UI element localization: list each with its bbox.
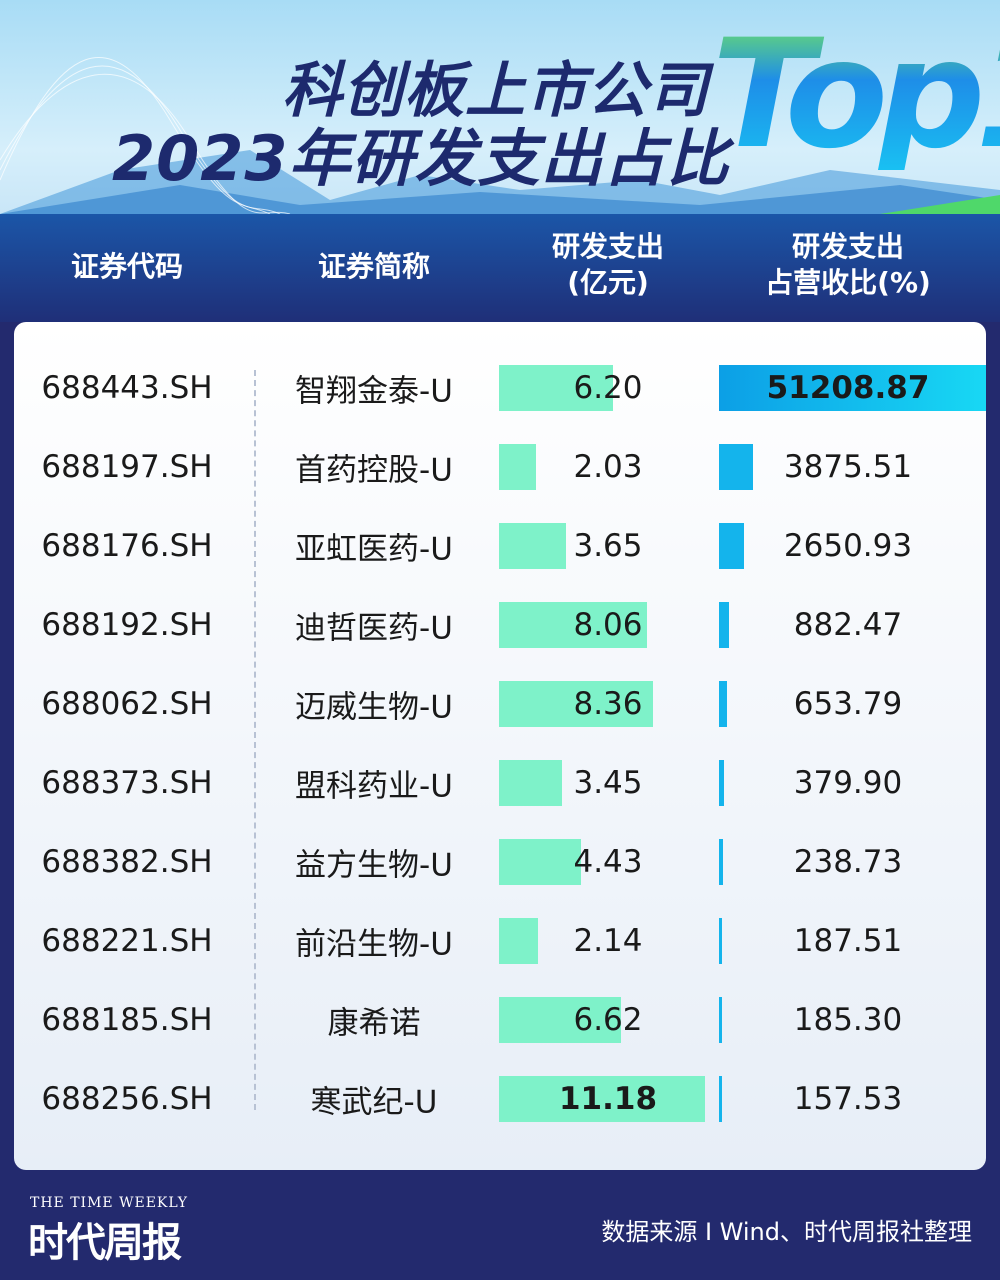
- cell-name: 智翔金泰-U: [295, 373, 453, 410]
- ratio-bar: [719, 997, 722, 1043]
- cell-code: 688185.SH: [41, 1002, 213, 1038]
- ratio-bar: [719, 602, 730, 648]
- cell-ratio: 187.51: [793, 923, 903, 959]
- rd-bar: [499, 997, 621, 1043]
- cell-rd: 8.06: [573, 607, 643, 643]
- table-card: 688443.SH 智翔金泰-U 6.20 51208.87 688197.SH…: [14, 322, 986, 1170]
- cell-ratio: 653.79: [793, 686, 903, 722]
- cell-rd: 2.03: [573, 449, 643, 485]
- cell-name: 前沿生物-U: [295, 926, 453, 963]
- col-header-code: 证券代码: [70, 250, 184, 283]
- cell-name: 首药控股-U: [295, 452, 453, 489]
- top10-badge: Top10: [712, 20, 1000, 170]
- ratio-bar: [719, 365, 986, 411]
- cell-code: 688062.SH: [41, 686, 213, 722]
- data-source: 数据来源 I Wind、时代周报社整理: [601, 1218, 972, 1246]
- ratio-bar: [719, 1076, 722, 1122]
- col-header-rd-2: (亿元): [567, 266, 649, 299]
- cell-ratio: 185.30: [793, 1002, 903, 1038]
- cell-ratio: 2650.93: [783, 528, 913, 564]
- column-divider: [254, 370, 256, 1110]
- cell-code: 688443.SH: [41, 370, 213, 406]
- cell-rd: 8.36: [573, 686, 643, 722]
- cell-code: 688256.SH: [41, 1081, 213, 1117]
- brand-en: THE TIME WEEKLY: [30, 1195, 189, 1211]
- mountain-decoration: [0, 57, 1000, 214]
- rd-bar: [499, 523, 567, 569]
- title-line-2: 2023年研发支出占比: [112, 122, 730, 195]
- cell-ratio: 157.53: [793, 1081, 903, 1117]
- cell-code: 688373.SH: [41, 765, 213, 801]
- cell-code: 688176.SH: [41, 528, 213, 564]
- cell-name: 寒武纪-U: [310, 1084, 438, 1121]
- rd-bar: [499, 760, 563, 806]
- ratio-bar: [719, 523, 744, 569]
- ratio-bar: [719, 444, 753, 490]
- cell-name: 亚虹医药-U: [295, 531, 453, 568]
- cell-rd: 3.45: [573, 765, 643, 801]
- cell-ratio: 238.73: [793, 844, 903, 880]
- cell-ratio: 379.90: [793, 765, 903, 801]
- cell-rd: 6.62: [573, 1002, 643, 1038]
- cell-name: 盟科药业-U: [295, 768, 453, 805]
- col-header-rd-1: 研发支出: [551, 230, 665, 263]
- cell-name: 康希诺: [327, 1005, 421, 1042]
- cell-rd: 3.65: [573, 528, 643, 564]
- cell-name: 益方生物-U: [295, 847, 453, 884]
- cell-code: 688221.SH: [41, 923, 213, 959]
- ratio-bar: [719, 918, 722, 964]
- rd-bar: [499, 1076, 705, 1122]
- rd-bar: [499, 918, 539, 964]
- rd-bar: [499, 444, 537, 490]
- rd-bar: [499, 602, 648, 648]
- col-header-name: 证券简称: [317, 250, 431, 283]
- rd-bar: [499, 365, 614, 411]
- title-line-1: 科创板上市公司: [282, 56, 709, 126]
- cell-rd: 2.14: [573, 923, 643, 959]
- ratio-bar: [719, 839, 723, 885]
- cell-code: 688197.SH: [41, 449, 213, 485]
- brand-logo: 时代周报: [28, 1219, 182, 1266]
- cell-ratio: 51208.87: [766, 370, 930, 406]
- cell-rd: 11.18: [558, 1081, 658, 1117]
- table-header: 证券代码 证券简称 研发支出 (亿元) 研发支出 占营收比(%): [0, 214, 1000, 322]
- cell-code: 688192.SH: [41, 607, 213, 643]
- rd-bar: [499, 839, 581, 885]
- cell-rd: 6.20: [573, 370, 643, 406]
- cell-name: 迪哲医药-U: [295, 610, 453, 647]
- rd-bar: [499, 681, 653, 727]
- cell-ratio: 882.47: [793, 607, 903, 643]
- cell-ratio: 3875.51: [783, 449, 913, 485]
- header-banner: Top10 科创板上市公司 2023年研发支出占比: [0, 0, 1000, 214]
- col-header-ratio-2: 占营收比(%): [765, 266, 931, 299]
- ratio-bar: [719, 681, 728, 727]
- ratio-bar: [719, 760, 725, 806]
- cell-name: 迈威生物-U: [295, 689, 453, 726]
- col-header-ratio-1: 研发支出: [791, 230, 905, 263]
- cell-code: 688382.SH: [41, 844, 213, 880]
- cell-rd: 4.43: [573, 844, 643, 880]
